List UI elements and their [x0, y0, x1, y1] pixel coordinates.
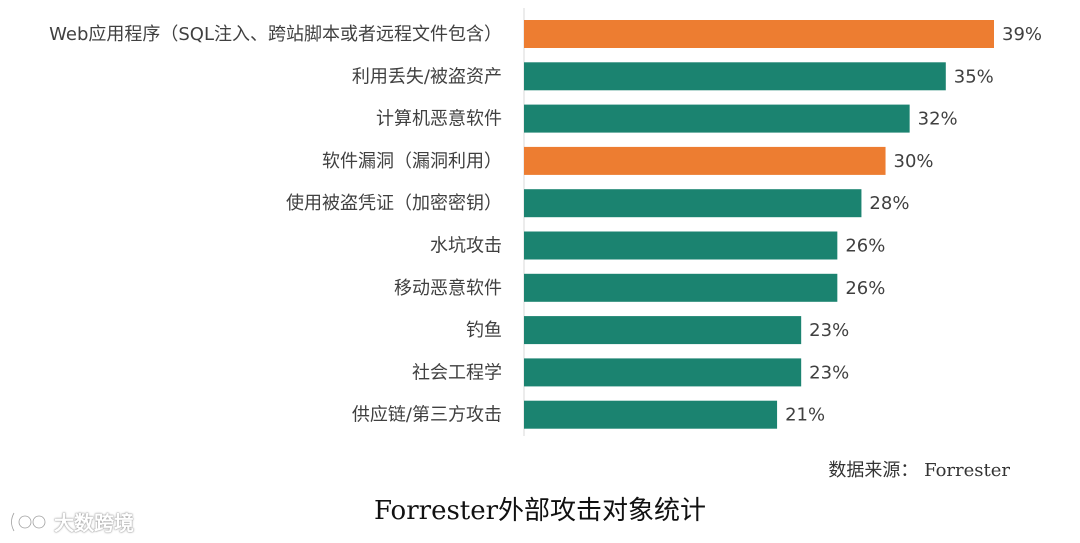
chart-title: Forrester外部攻击对象统计: [373, 496, 707, 526]
category-label: 供应链/第三方攻击: [352, 405, 502, 426]
category-labels-layer: Web应用程序（SQL注入、跨站脚本或者远程文件包含） 利用丢失/被盗资产计算机恶…: [49, 24, 502, 426]
bar: [524, 316, 802, 345]
category-label: 计算机恶意软件: [376, 109, 502, 130]
category-label: 钓鱼: [466, 320, 502, 341]
bar: [524, 358, 802, 387]
bars-layer: [524, 20, 994, 429]
bar: [524, 104, 910, 133]
value-label: 39%: [1002, 24, 1042, 45]
category-label: 软件漏洞（漏洞利用）: [322, 151, 502, 172]
value-label: 26%: [845, 236, 885, 257]
bar: [524, 146, 886, 175]
category-label: 移动恶意软件: [394, 278, 502, 299]
category-label: 社会工程学: [412, 362, 502, 383]
watermark-text: 大数跨境: [54, 511, 134, 535]
watermark: 大数跨境: [8, 507, 134, 536]
value-label: 23%: [809, 320, 849, 341]
source-note: 数据来源： Forrester: [828, 460, 1010, 481]
value-label: 35%: [954, 66, 994, 87]
value-label: 28%: [869, 193, 909, 214]
value-labels-layer: 39% 35% 32% 30% 28% 26% 26% 23% 23% 21%: [785, 24, 1042, 426]
value-label: 21%: [785, 405, 825, 426]
big-data-logo-icon: [10, 511, 47, 532]
value-label: 32%: [918, 109, 958, 130]
category-label: 水坑攻击: [430, 236, 502, 257]
value-label: 30%: [894, 151, 934, 172]
value-label: 26%: [845, 278, 885, 299]
category-label: 使用被盗凭证（加密密钥）: [286, 193, 502, 214]
bar: [524, 20, 994, 48]
bar: [524, 400, 778, 429]
bar: [524, 189, 862, 218]
bar: [524, 273, 838, 302]
category-label: Web应用程序（SQL注入、跨站脚本或者远程文件包含）: [49, 24, 502, 45]
value-label: 23%: [809, 362, 849, 383]
bar: [524, 62, 946, 91]
bar: [524, 231, 838, 260]
category-label: 利用丢失/被盗资产: [352, 66, 502, 87]
